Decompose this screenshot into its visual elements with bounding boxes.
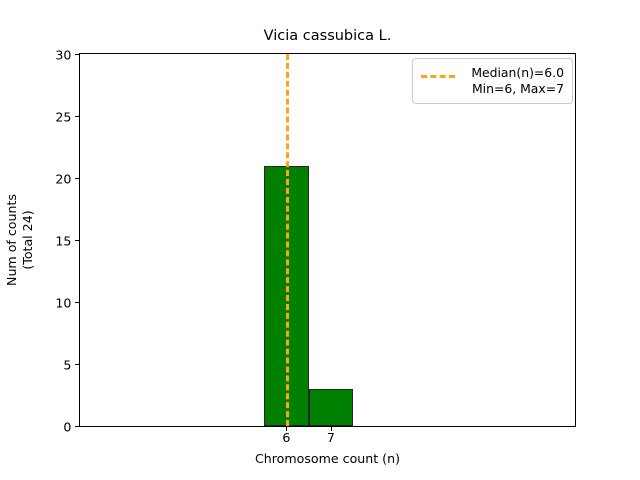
legend-median-line-swatch: [421, 67, 455, 83]
x-axis-tick: [330, 426, 332, 431]
legend-entry-text: Median(n)=6.0 Min=6, Max=7: [463, 65, 564, 97]
legend-label-minmax: Min=6, Max=7: [471, 81, 564, 96]
x-axis-label: Chromosome count (n): [255, 451, 400, 466]
y-axis-tick: 20: [55, 173, 80, 186]
y-axis-tick: 10: [55, 297, 80, 310]
y-axis-tick-label: 10: [55, 295, 72, 311]
plot-area: [80, 54, 575, 426]
page-title: Vicia cassubica L.: [263, 28, 392, 44]
y-axis-label-line2: (Total 24): [20, 210, 35, 270]
plot-axes: 0 5 10 15 20 25 30 6 7: [55, 49, 576, 445]
x-axis-tick-label: 7: [326, 430, 335, 445]
y-axis-tick-label: 0: [63, 419, 72, 435]
legend: Median(n)=6.0 Min=6, Max=7: [412, 58, 573, 104]
bar: [308, 388, 354, 426]
y-axis-tick: 30: [55, 49, 80, 62]
y-axis-tick-label: 25: [55, 109, 72, 125]
median-line: [286, 54, 290, 426]
y-axis-tick-label: 30: [55, 47, 72, 63]
y-axis-label-line1: Num of counts: [4, 194, 19, 286]
x-axis-tick: [286, 426, 288, 431]
y-axis-tick-label: 5: [63, 357, 72, 373]
y-axis-tick-label: 20: [55, 171, 72, 187]
x-axis-tick-label: 6: [282, 430, 291, 445]
y-axis-tick: 25: [55, 111, 80, 124]
y-axis-tick: 5: [63, 359, 80, 372]
y-axis-tick: 0: [63, 421, 80, 434]
legend-label-median: Median(n)=6.0: [471, 65, 564, 80]
y-axis-tick: 15: [55, 235, 80, 248]
y-axis-tick-label: 15: [55, 233, 72, 249]
y-axis-label: Num of counts (Total 24): [0, 53, 40, 427]
